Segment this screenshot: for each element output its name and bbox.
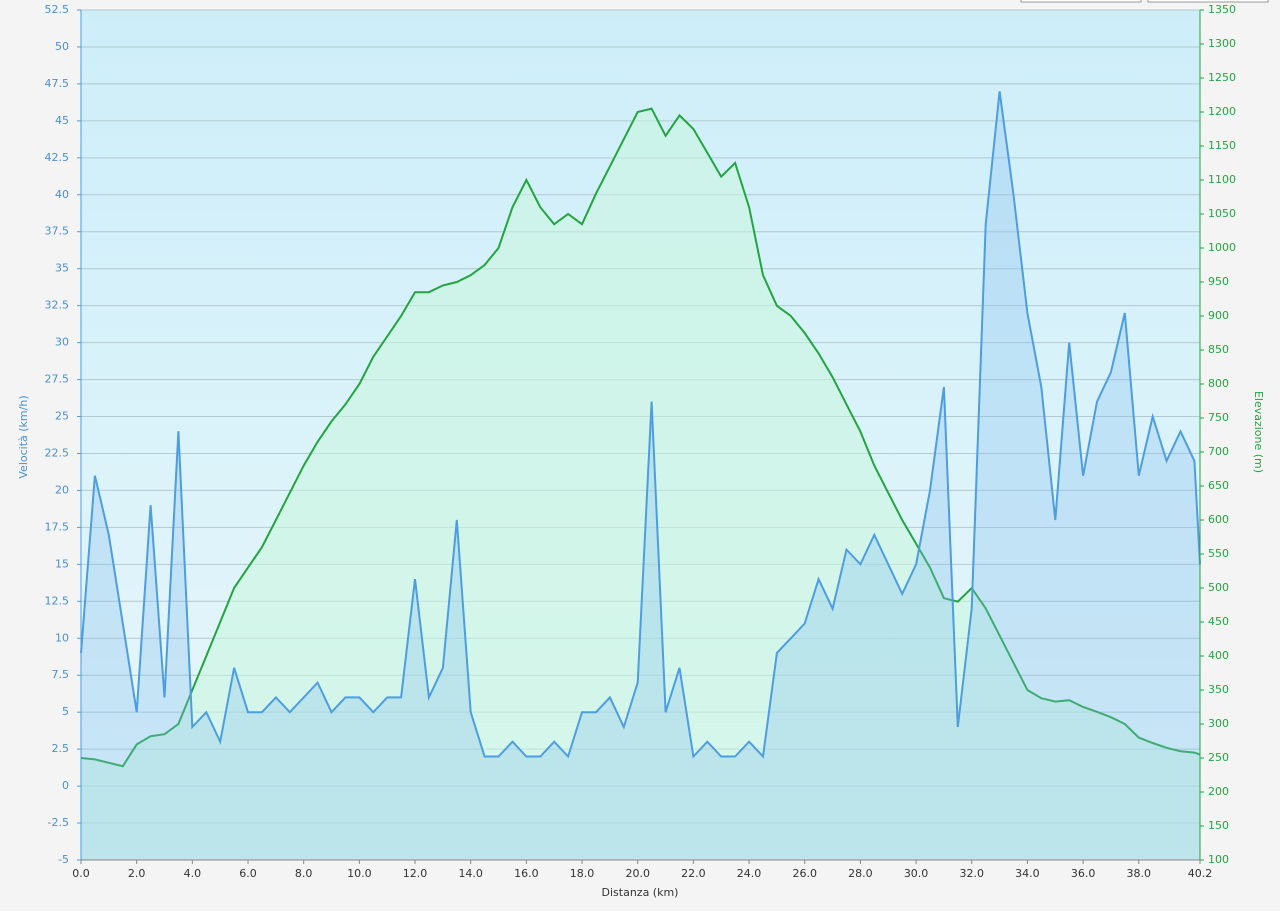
x-tick-label: 24.0 (737, 867, 762, 880)
y2-tick-label: 1150 (1208, 139, 1236, 152)
y2-tick-label: 750 (1208, 411, 1229, 424)
y2-tick-label: 1200 (1208, 105, 1236, 118)
y-tick-label: 32.5 (45, 299, 70, 312)
y-tick-label: 25 (55, 410, 69, 423)
y2-tick-label: 1300 (1208, 37, 1236, 50)
y2-tick-label: 200 (1208, 785, 1229, 798)
y2-tick-label: 300 (1208, 717, 1229, 730)
y-tick-label: 10 (55, 631, 69, 644)
y2-tick-label: 100 (1208, 853, 1229, 866)
y-tick-label: 42.5 (45, 151, 70, 164)
x-tick-label: 20.0 (625, 867, 650, 880)
y2-tick-label: 900 (1208, 309, 1229, 322)
y2-tick-label: 500 (1208, 581, 1229, 594)
y2-tick-label: 1000 (1208, 241, 1236, 254)
area (81, 91, 1200, 861)
x-tick-label: 12.0 (403, 867, 428, 880)
y-tick-label: 15 (55, 557, 69, 570)
y-tick-label: 47.5 (45, 77, 70, 90)
y-tick-label: 20 (55, 483, 69, 496)
x-tick-label: 2.0 (128, 867, 146, 880)
line (80, 91, 1201, 759)
y2-tick-label: 950 (1208, 275, 1229, 288)
y2-tick-label: 1050 (1208, 207, 1236, 220)
x-axis-title: Distanza (km) (602, 886, 679, 899)
line (80, 107, 1201, 768)
x-tick-label: 22.0 (681, 867, 706, 880)
y2-tick-label: 1250 (1208, 71, 1236, 84)
x-tick-label: 4.0 (184, 867, 202, 880)
x-tick-label: 30.0 (904, 867, 929, 880)
button[interactable] (1147, 0, 1269, 3)
y-tick-label: 27.5 (45, 373, 70, 386)
y-tick-label: 30 (55, 336, 69, 349)
y-tick-label: 37.5 (45, 225, 70, 238)
x-tick-label: 16.0 (514, 867, 539, 880)
x-tick-label: 40.2 (1188, 867, 1213, 880)
y-tick-label: 2.5 (52, 742, 70, 755)
x-tick-label: 36.0 (1071, 867, 1096, 880)
y2-tick-label: 700 (1208, 445, 1229, 458)
x-tick-label: 18.0 (570, 867, 595, 880)
y-tick-label: 40 (55, 188, 69, 201)
y2-tick-label: 550 (1208, 547, 1229, 560)
y2-tick-label: 150 (1208, 819, 1229, 832)
y-tick-label: 45 (55, 114, 69, 127)
y2-tick-label: 400 (1208, 649, 1229, 662)
x-tick-label: 38.0 (1127, 867, 1152, 880)
y2-tick-label: 350 (1208, 683, 1229, 696)
y2-tick-label: 650 (1208, 479, 1229, 492)
y-tick-label: 12.5 (45, 594, 70, 607)
y-tick-label: 35 (55, 262, 69, 275)
y2-tick-label: 800 (1208, 377, 1229, 390)
y-axis-title: Velocità (km/h) (17, 395, 30, 478)
button[interactable] (1020, 0, 1142, 3)
y2-axis-title: Elevazione (m) (1252, 391, 1265, 473)
x-tick-label: 34.0 (1015, 867, 1040, 880)
y2-tick-label: 850 (1208, 343, 1229, 356)
x-tick-label: 32.0 (959, 867, 984, 880)
x-tick-label: 6.0 (239, 867, 257, 880)
y2-tick-label: 250 (1208, 751, 1229, 764)
y-tick-label: 50 (55, 40, 69, 53)
x-tick-label: 26.0 (792, 867, 817, 880)
x-tick-label: 28.0 (848, 867, 873, 880)
y-tick-label: 52.5 (45, 3, 70, 16)
y-tick-label: 5 (62, 705, 69, 718)
y-tick-label: 0 (62, 779, 69, 792)
y-tick-label: 17.5 (45, 520, 70, 533)
y-tick-label: 22.5 (45, 446, 70, 459)
x-tick-label: 14.0 (458, 867, 483, 880)
y2-tick-label: 1100 (1208, 173, 1236, 186)
y2-tick-label: 1350 (1208, 3, 1236, 16)
area (81, 108, 1200, 861)
y-tick-label: -5 (58, 853, 69, 866)
x-tick-label: 0.0 (72, 867, 90, 880)
y2-tick-label: 450 (1208, 615, 1229, 628)
x-tick-label: 10.0 (347, 867, 372, 880)
y2-tick-label: 600 (1208, 513, 1229, 526)
y-tick-label: 7.5 (52, 668, 70, 681)
x-tick-label: 8.0 (295, 867, 313, 880)
y-tick-label: -2.5 (48, 816, 69, 829)
